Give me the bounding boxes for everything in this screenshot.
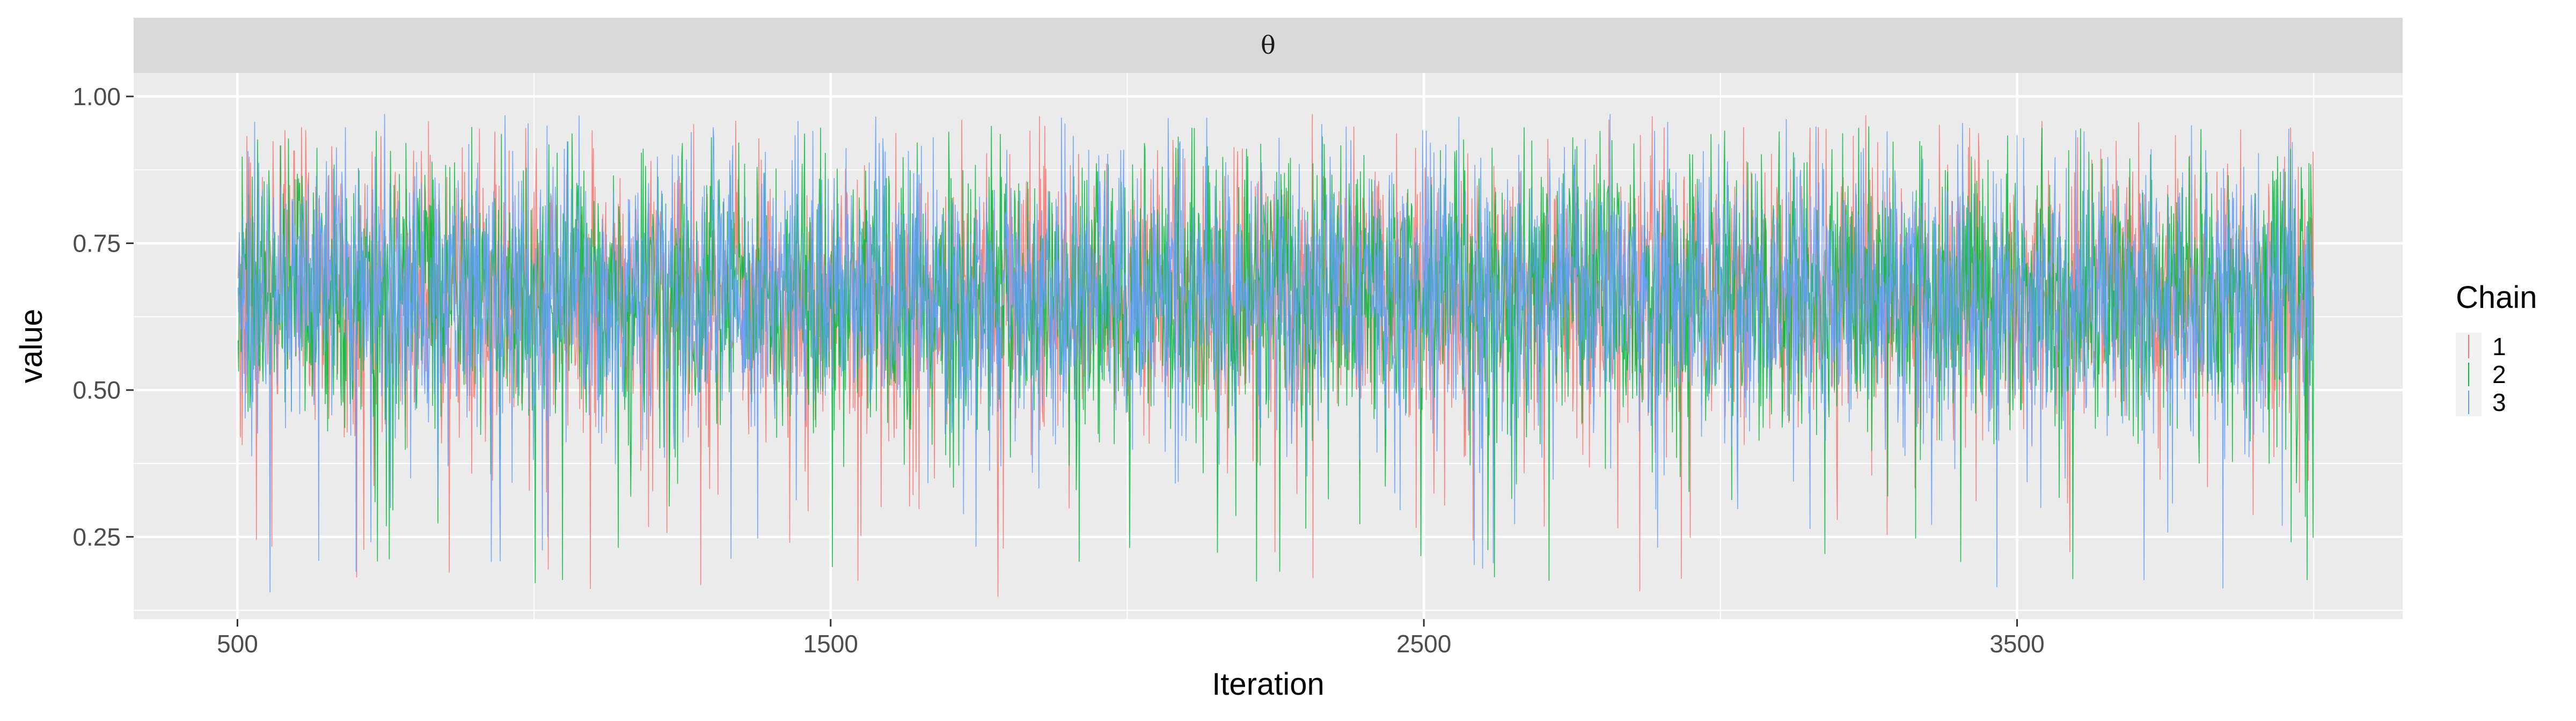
x-tick-label: 3500 — [1989, 630, 2044, 658]
legend: Chain 123 — [2456, 280, 2537, 416]
x-tick-label: 2500 — [1396, 630, 1451, 658]
axes: 500 1500 2500 3500 0.25 0.50 0.75 1.00 — [72, 83, 2044, 658]
chain-traces — [237, 114, 2315, 597]
legend-label-2: 2 — [2492, 360, 2506, 388]
legend-title: Chain — [2456, 280, 2537, 315]
legend-label-3: 3 — [2492, 388, 2506, 416]
x-tick-label: 1500 — [803, 630, 858, 658]
y-tick-label: 0.25 — [72, 523, 121, 551]
x-axis-title: Iteration — [1212, 667, 1324, 702]
chain-3-trace — [237, 114, 2314, 593]
y-tick-label: 1.00 — [72, 83, 121, 111]
x-tick-label: 500 — [217, 630, 258, 658]
y-tick-label: 0.75 — [72, 229, 121, 257]
y-tick-label: 0.50 — [72, 376, 121, 404]
legend-label-1: 1 — [2492, 333, 2506, 360]
facet-strip-label: θ — [1261, 31, 1276, 60]
facet-strip — [134, 18, 2403, 73]
y-axis-title: value — [14, 309, 49, 384]
